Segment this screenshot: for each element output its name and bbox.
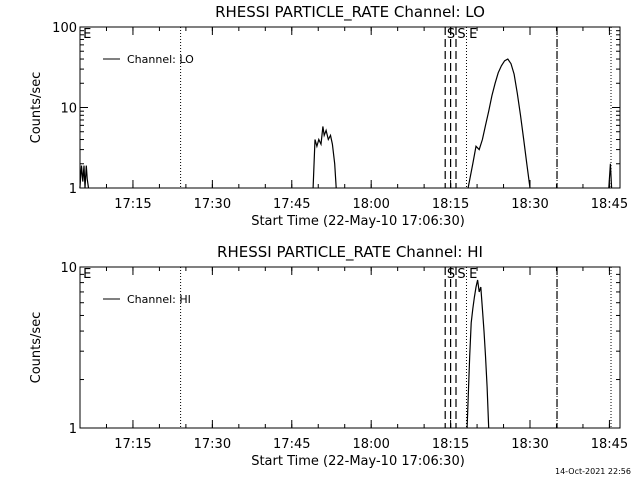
- y-tick-label: 100: [52, 21, 77, 36]
- event-marker-label: E: [469, 267, 477, 282]
- x-tick-label: 17:30: [194, 437, 231, 452]
- x-tick-label: 18:30: [511, 437, 548, 452]
- series-line-segment: [466, 279, 490, 429]
- series-line-segment: [467, 58, 531, 189]
- x-tick-label: 17:15: [114, 437, 151, 452]
- plot-frame: [79, 266, 621, 429]
- y-axis-label: Counts/sec: [29, 312, 44, 384]
- event-marker-label: E: [83, 267, 91, 282]
- generation-timestamp: 14-Oct-2021 22:56: [555, 467, 631, 476]
- x-axis-label: Start Time (22-May-10 17:06:30): [251, 454, 465, 469]
- y-tick-label: 10: [60, 102, 77, 117]
- x-tick-label: 18:15: [432, 437, 469, 452]
- series-line-segment: [312, 126, 337, 189]
- x-tick-label: 18:00: [352, 197, 389, 212]
- y-tick-label: 10: [60, 261, 77, 276]
- series-line-segment: [79, 165, 90, 189]
- y-tick-label: 1: [69, 182, 77, 197]
- x-tick-label: 17:30: [194, 197, 231, 212]
- chart-panel-1: RHESSI PARTICLE_RATE Channel: LOESSE17:1…: [29, 3, 628, 229]
- y-axis-label: Counts/sec: [29, 72, 44, 144]
- event-marker-label: S: [457, 27, 465, 42]
- legend-entry: Channel: LO: [127, 53, 194, 66]
- x-axis-label: Start Time (22-May-10 17:06:30): [251, 214, 465, 229]
- plot-frame: [79, 26, 621, 189]
- x-tick-label: 18:15: [432, 197, 469, 212]
- event-marker-label: E: [83, 27, 91, 42]
- series-line-segment: [608, 163, 613, 189]
- x-tick-label: 17:15: [114, 197, 151, 212]
- x-tick-label: 18:45: [591, 437, 628, 452]
- x-tick-label: 17:45: [273, 197, 310, 212]
- chart-title: RHESSI PARTICLE_RATE Channel: HI: [217, 243, 483, 262]
- event-marker-label: S: [457, 267, 465, 282]
- x-tick-label: 17:45: [273, 437, 310, 452]
- legend-entry: Channel: HI: [127, 293, 191, 306]
- y-tick-label: 1: [69, 422, 77, 437]
- event-marker-label: E: [469, 27, 477, 42]
- x-tick-label: 18:00: [352, 437, 389, 452]
- x-tick-label: 18:30: [511, 197, 548, 212]
- chart-panel-2: RHESSI PARTICLE_RATE Channel: HIESSE17:1…: [29, 243, 628, 469]
- chart-title: RHESSI PARTICLE_RATE Channel: LO: [215, 3, 485, 22]
- x-tick-label: 18:45: [591, 197, 628, 212]
